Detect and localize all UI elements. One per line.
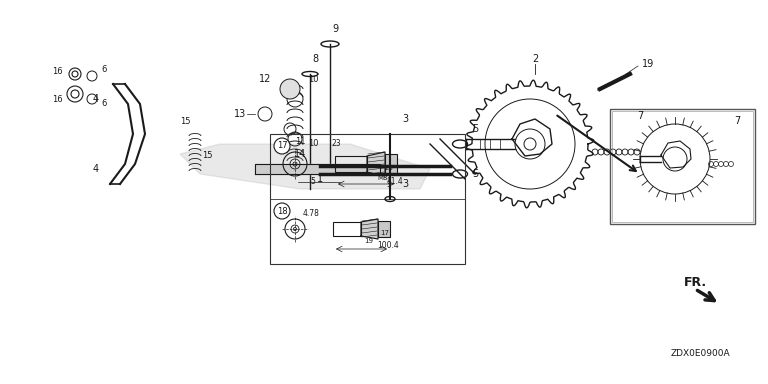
Text: 15: 15 (180, 118, 190, 126)
Text: 4.78: 4.78 (303, 209, 319, 217)
Polygon shape (180, 144, 430, 189)
Text: 11: 11 (295, 136, 305, 146)
Text: 100.4: 100.4 (377, 242, 399, 250)
Text: 23: 23 (331, 139, 341, 149)
Text: 4: 4 (93, 164, 99, 174)
Text: 20: 20 (385, 165, 393, 171)
Text: 7: 7 (734, 116, 740, 126)
Polygon shape (367, 152, 385, 176)
Text: FR.: FR. (684, 275, 707, 288)
Text: 5: 5 (310, 177, 316, 185)
Text: 3: 3 (402, 179, 408, 189)
Circle shape (280, 79, 300, 99)
Circle shape (274, 203, 290, 219)
Bar (612, 111, 753, 222)
Text: 5: 5 (472, 124, 478, 134)
Text: 14: 14 (294, 149, 306, 159)
Bar (610, 109, 755, 224)
Text: 10: 10 (308, 74, 318, 83)
Polygon shape (361, 219, 378, 239)
Text: M8: M8 (377, 175, 388, 181)
Text: 6: 6 (101, 99, 107, 109)
Bar (378, 221, 390, 237)
Text: 5: 5 (472, 169, 478, 179)
Text: 16: 16 (51, 66, 62, 76)
Text: 13: 13 (234, 109, 246, 119)
Polygon shape (255, 164, 380, 174)
Text: 18: 18 (276, 207, 287, 215)
Text: 12: 12 (259, 74, 271, 84)
Text: 9: 9 (332, 24, 338, 34)
Bar (385, 154, 397, 174)
Text: 4: 4 (93, 94, 99, 104)
Circle shape (274, 138, 290, 154)
Bar (333, 222, 361, 236)
Text: ZDX0E0900A: ZDX0E0900A (670, 349, 730, 359)
Text: 7: 7 (637, 111, 643, 121)
Text: 16: 16 (51, 94, 62, 104)
Text: 19: 19 (642, 59, 654, 69)
Text: 17: 17 (276, 141, 287, 151)
Text: 8: 8 (312, 54, 318, 64)
Text: 15: 15 (202, 152, 212, 161)
Text: 6: 6 (101, 66, 107, 74)
Text: 3: 3 (402, 114, 408, 124)
Bar (335, 156, 367, 172)
Text: 17: 17 (380, 230, 389, 236)
Text: 2: 2 (532, 54, 538, 64)
Bar (270, 134, 465, 264)
Text: 81.4: 81.4 (386, 177, 403, 187)
Text: 10: 10 (308, 139, 318, 149)
Text: 19: 19 (365, 238, 373, 244)
Text: 1: 1 (317, 174, 323, 184)
